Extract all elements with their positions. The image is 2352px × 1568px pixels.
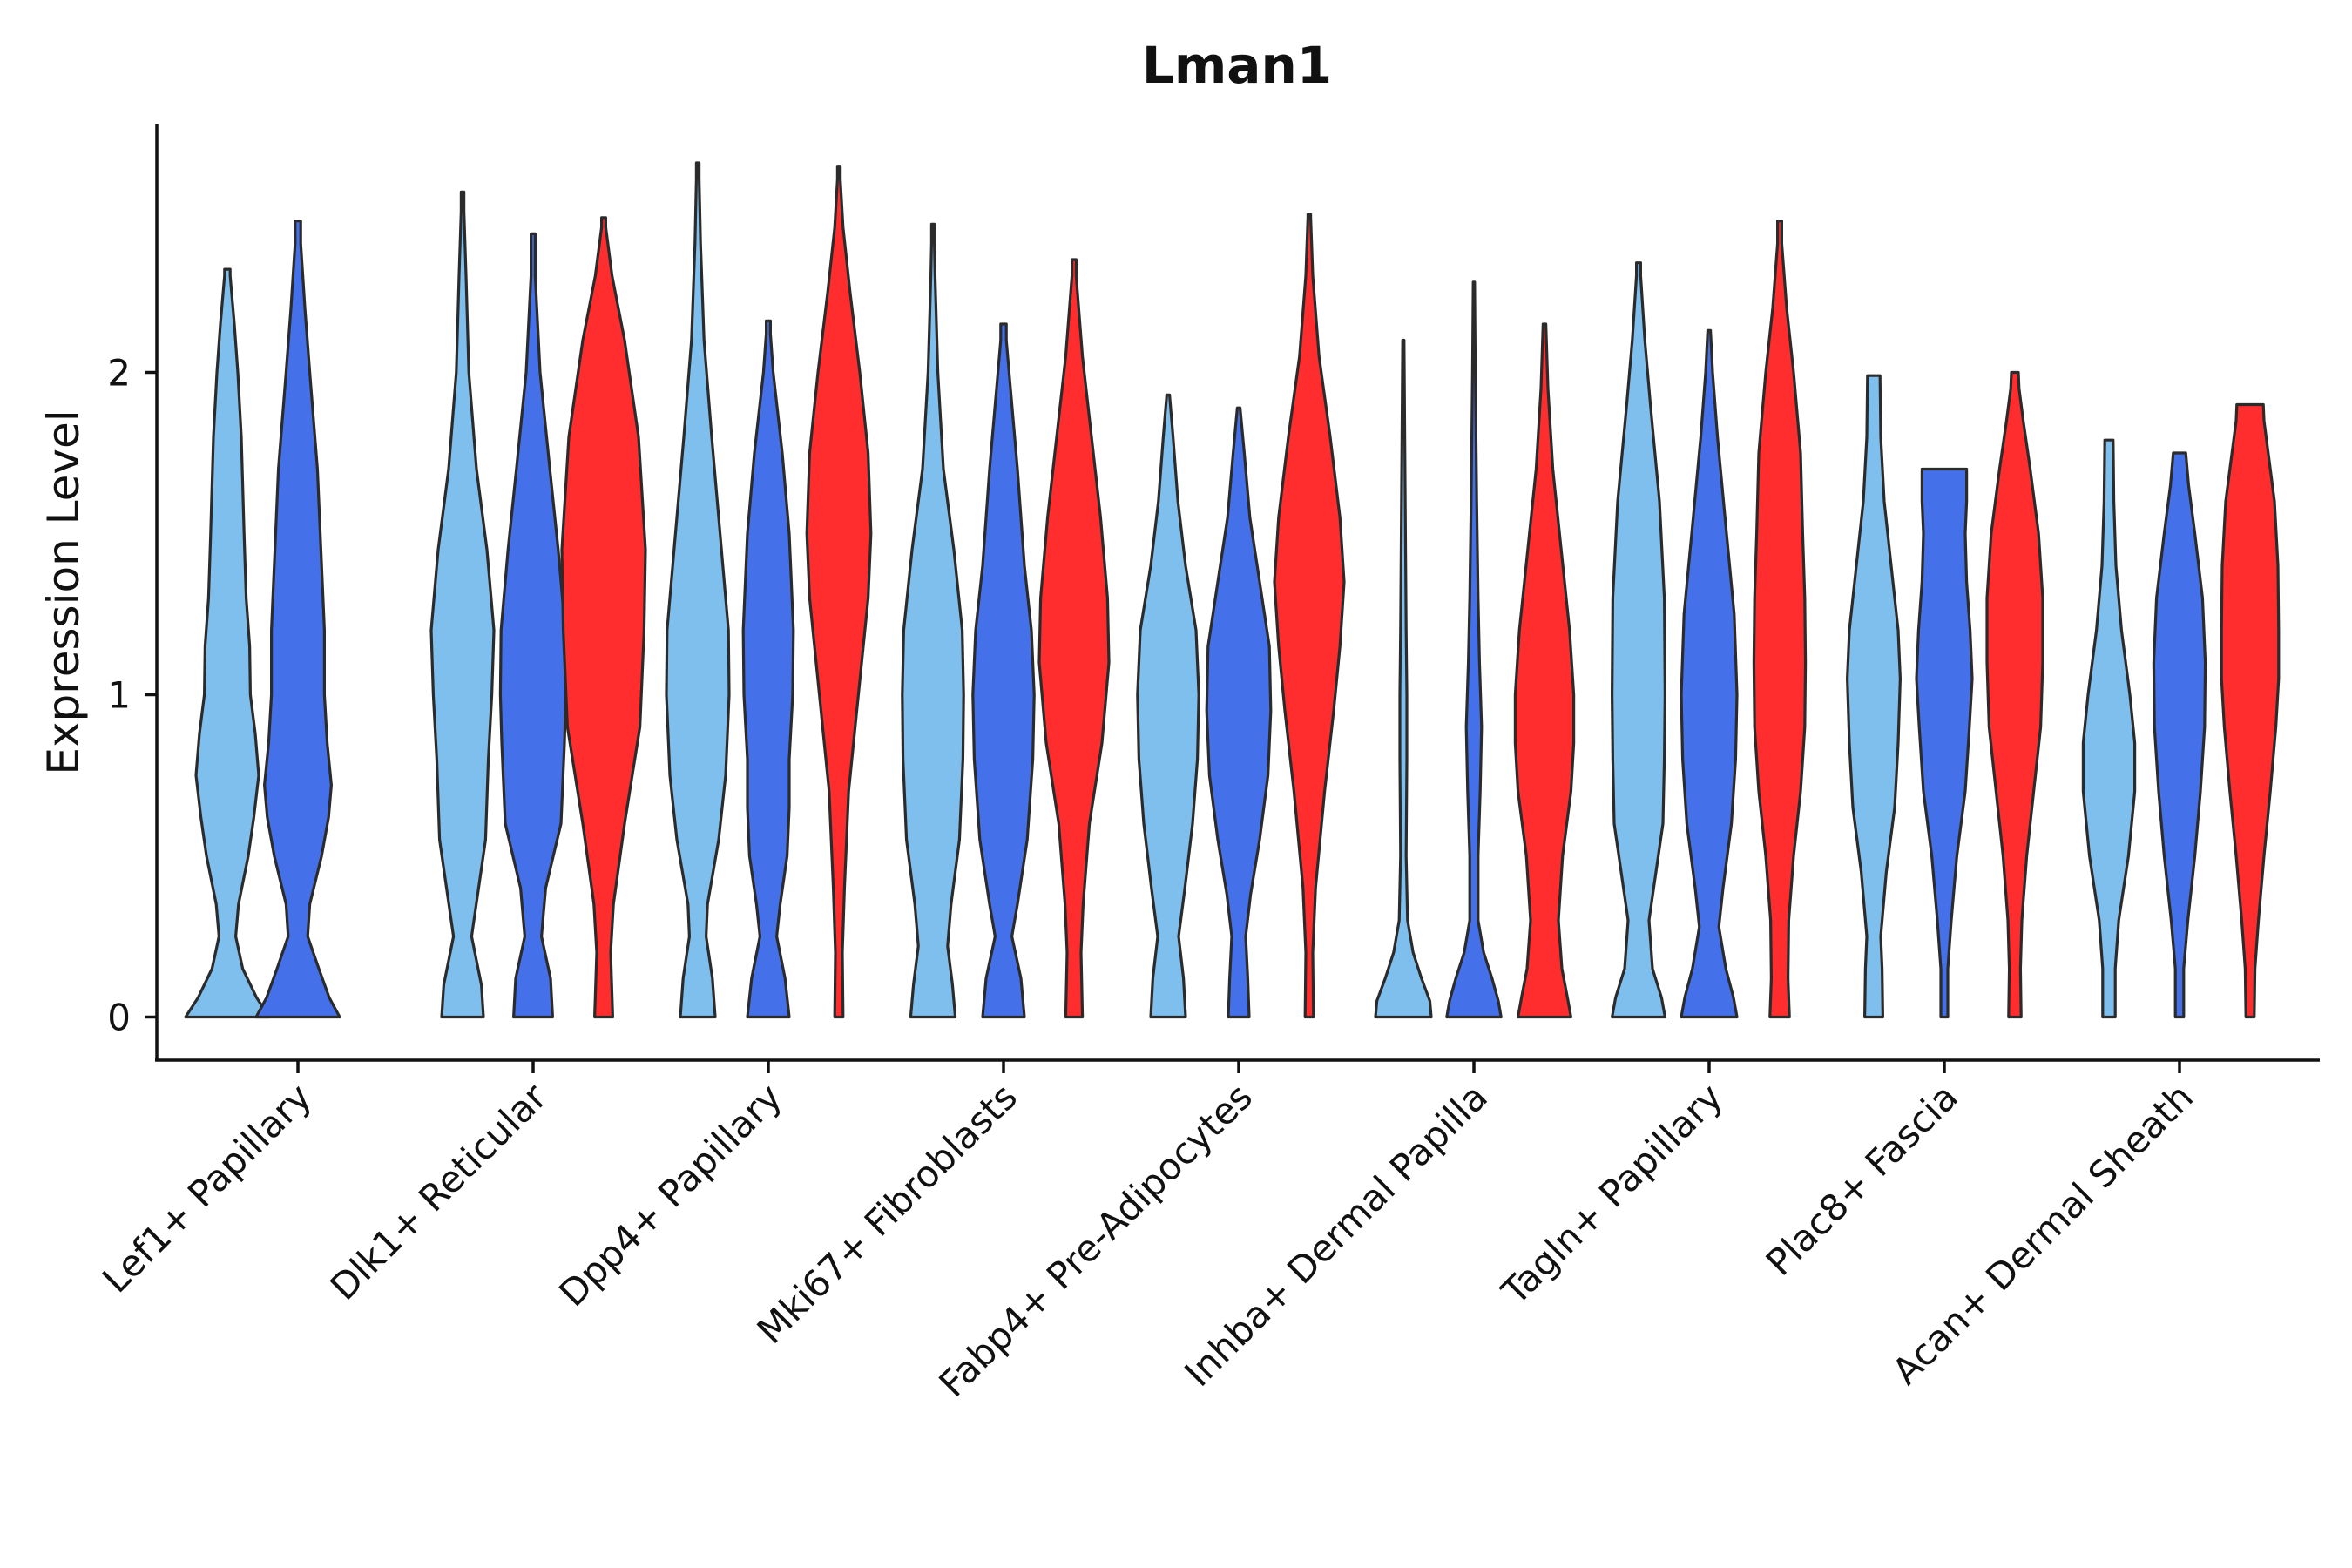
violin-tagln-papillary-group3 bbox=[1752, 220, 1808, 1019]
violin-dpp4-papillary-group1 bbox=[665, 161, 731, 1019]
violin-tagln-papillary-group1 bbox=[1611, 261, 1666, 1019]
violin-mki67-fibroblasts-group3 bbox=[1037, 258, 1111, 1019]
violin-dlk1-reticular-group2 bbox=[498, 232, 568, 1019]
violin-fabp4-pre-adipocytes-group1 bbox=[1136, 393, 1200, 1019]
x-tick-label-dlk1-reticular: Dlk1+ Reticular bbox=[322, 1075, 556, 1308]
violin-lef1-papillary-group2 bbox=[254, 220, 341, 1019]
violin-mki67-fibroblasts-group2 bbox=[971, 322, 1036, 1019]
y-tick-label: 2 bbox=[107, 352, 131, 395]
y-axis-ticks: 0 1 2 bbox=[107, 352, 157, 1039]
y-tick-label: 0 bbox=[107, 997, 131, 1039]
violins-layer bbox=[184, 161, 2281, 1019]
x-tick-label-plac8-fascia: Plac8+ Fascia bbox=[1758, 1075, 1966, 1283]
y-tick-label: 1 bbox=[107, 674, 131, 717]
violin-fabp4-pre-adipocytes-group3 bbox=[1273, 213, 1346, 1019]
violin-acan-dermal-sheath-group3 bbox=[2220, 402, 2281, 1019]
violin-dpp4-papillary-group3 bbox=[805, 165, 873, 1019]
violin-acan-dermal-sheath-group1 bbox=[2081, 438, 2137, 1019]
y-axis-label: Expression Level bbox=[38, 409, 89, 774]
violin-dlk1-reticular-group1 bbox=[429, 190, 496, 1019]
x-tick-label-tagln-papillary: Tagln+ Papillary bbox=[1493, 1075, 1731, 1313]
violin-mki67-fibroblasts-group1 bbox=[901, 222, 965, 1019]
violin-plac8-fascia-group2 bbox=[1915, 467, 1974, 1019]
violin-inhba-dermal-papilla-group2 bbox=[1445, 280, 1503, 1019]
violin-lef1-papillary-group1 bbox=[184, 267, 271, 1019]
violin-inhba-dermal-papilla-group3 bbox=[1513, 322, 1576, 1019]
x-tick-label-mki67-fibroblasts: Mki67+ Fibroblasts bbox=[749, 1075, 1025, 1351]
violin-dpp4-papillary-group2 bbox=[741, 319, 795, 1019]
violin-tagln-papillary-group2 bbox=[1680, 328, 1739, 1019]
x-tick-label-dpp4-papillary: Dpp4+ Papillary bbox=[551, 1075, 790, 1315]
violin-fabp4-pre-adipocytes-group2 bbox=[1205, 406, 1273, 1019]
x-tick-label-lef1-papillary: Lef1+ Papillary bbox=[94, 1075, 320, 1301]
violin-plac8-fascia-group1 bbox=[1846, 374, 1902, 1019]
violin-plac8-fascia-group3 bbox=[1985, 370, 2044, 1019]
violin-inhba-dermal-papilla-group1 bbox=[1374, 338, 1433, 1019]
violin-acan-dermal-sheath-group2 bbox=[2152, 451, 2207, 1019]
violin-dlk1-reticular-group3 bbox=[560, 216, 647, 1019]
chart-title: Lman1 bbox=[1142, 36, 1332, 95]
